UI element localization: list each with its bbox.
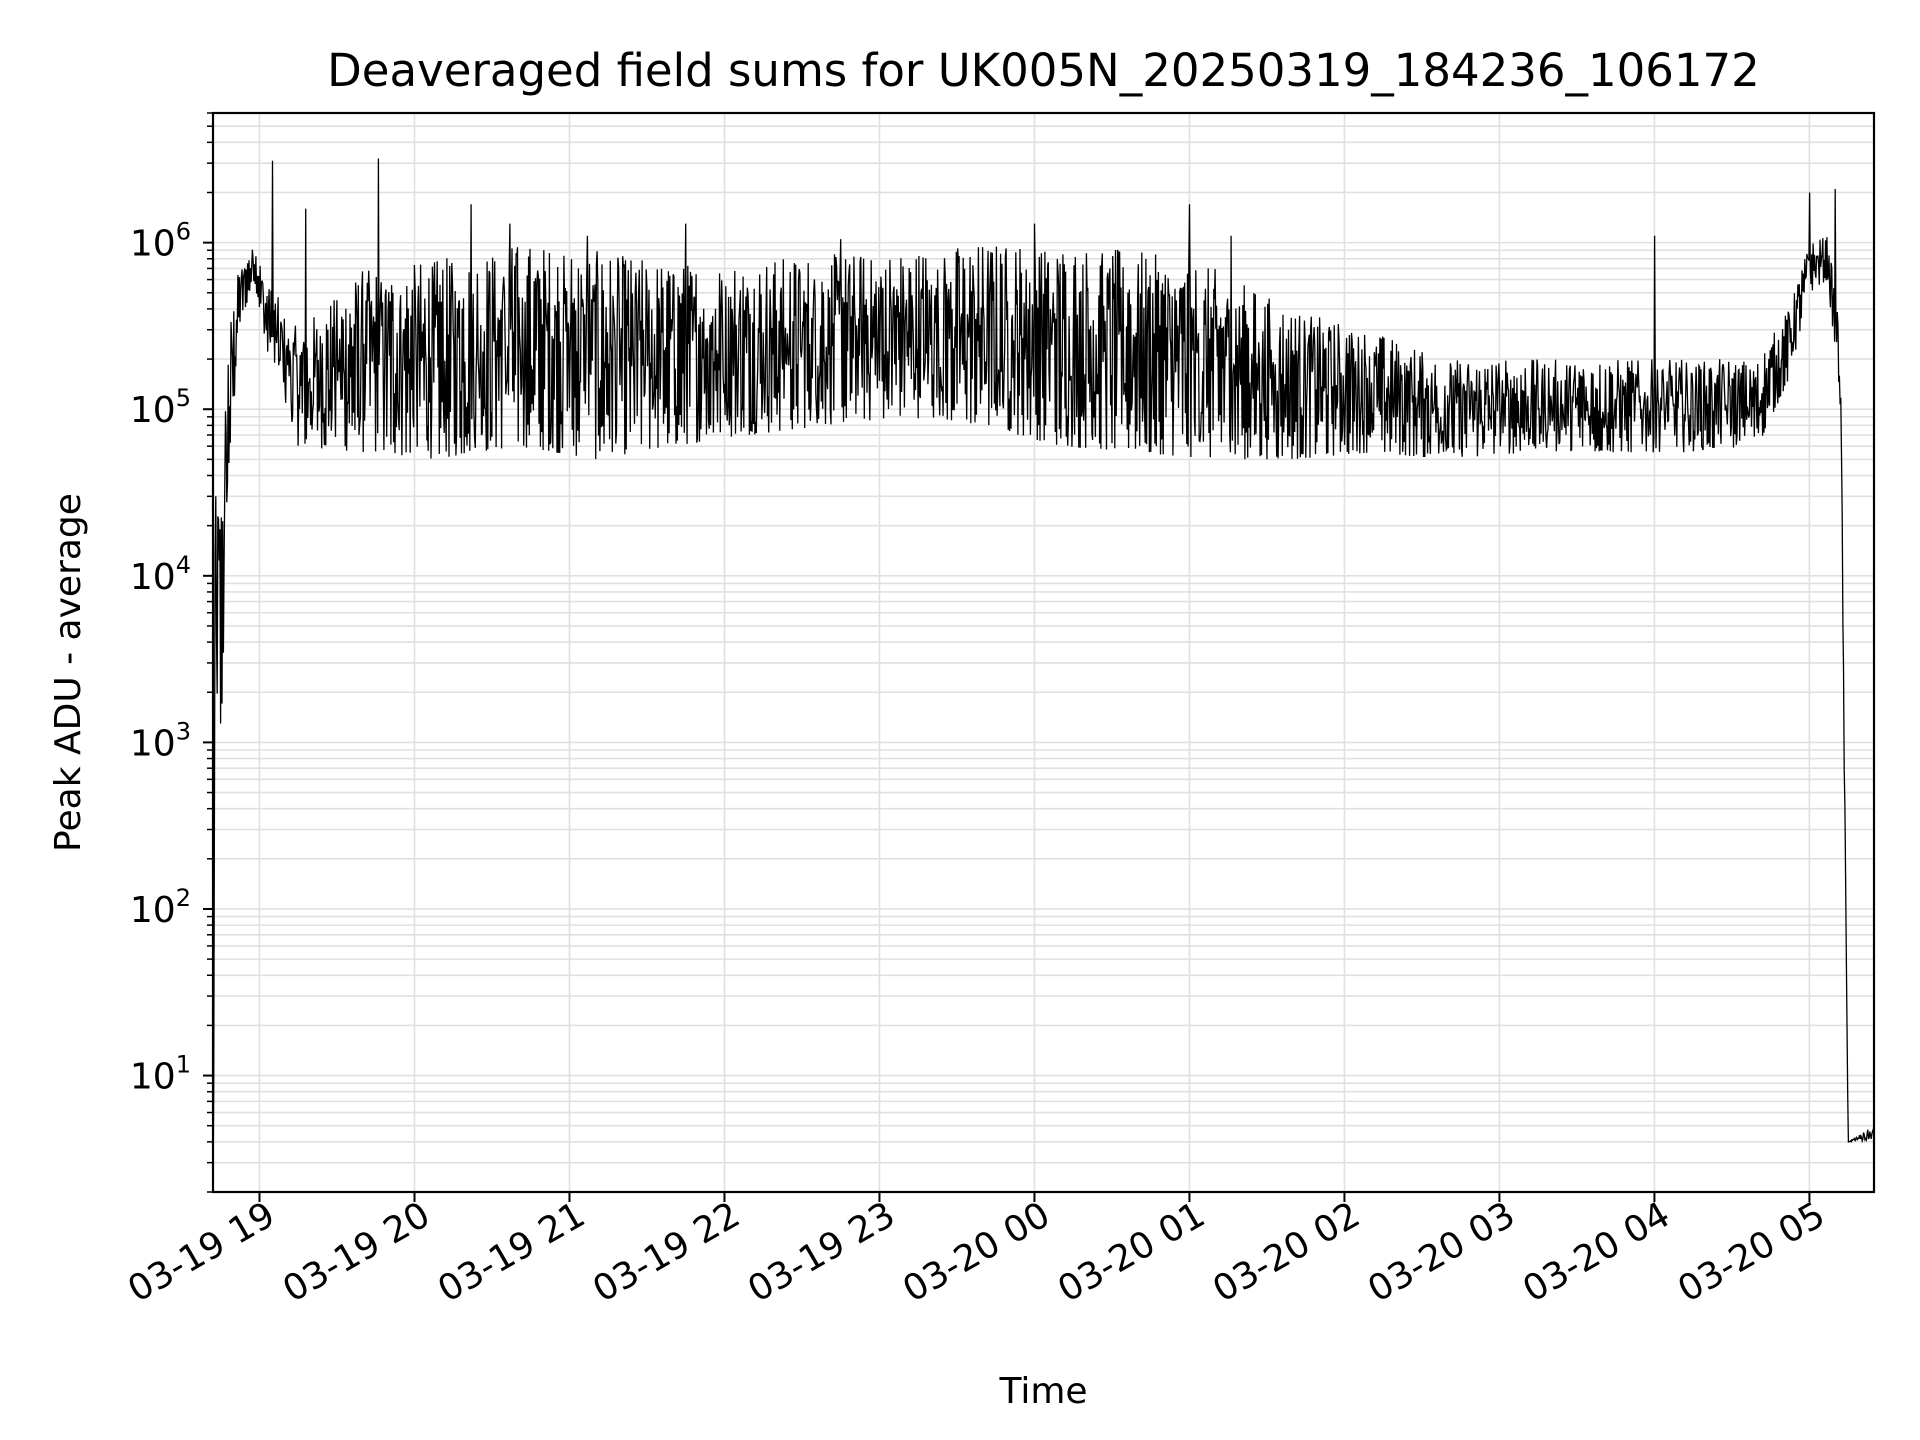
x-axis-label: Time [998, 1371, 1087, 1412]
plot-area [212, 158, 1875, 1193]
series-line [212, 158, 1875, 1193]
y-tick-label: 104 [130, 551, 191, 598]
y-tick-label: 103 [130, 717, 191, 764]
y-tick-label: 105 [130, 384, 191, 431]
chart-title: Deaveraged field sums for UK005N_2025031… [327, 44, 1760, 97]
y-tick-label: 102 [130, 884, 191, 931]
y-tick-label: 101 [130, 1051, 191, 1098]
y-tick-label: 106 [130, 218, 191, 265]
y-axis-label: Peak ADU - average [48, 493, 89, 852]
axes-frame [211, 111, 1876, 1194]
